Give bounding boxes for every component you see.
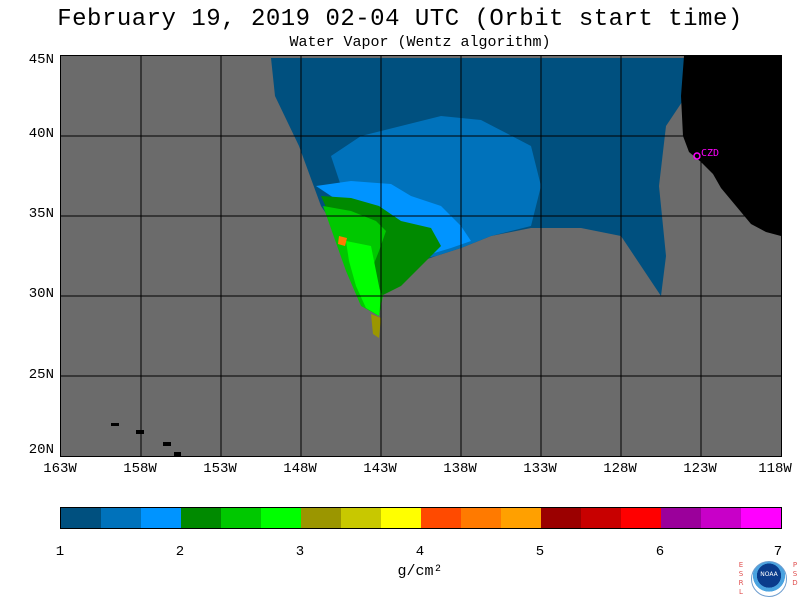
color-scale-segment [261, 508, 301, 528]
lon-label-153w: 153W [203, 461, 237, 477]
color-scale-segment [461, 508, 501, 528]
island-4 [174, 452, 181, 456]
swath-bright-green [346, 241, 381, 316]
color-scale-segment [301, 508, 341, 528]
scale-label-4: 4 [415, 544, 425, 560]
scale-label-7: 7 [773, 544, 783, 560]
color-scale-segment [221, 508, 261, 528]
lon-label-133w: 133W [523, 461, 557, 477]
scale-label-3: 3 [295, 544, 305, 560]
color-scale-segment [621, 508, 661, 528]
island-2 [136, 430, 144, 434]
land-north-america [681, 56, 781, 236]
noaa-logo: E S R L NOAA P S D [737, 559, 799, 599]
map-title: February 19, 2019 02-04 UTC (Orbit start… [57, 6, 743, 33]
color-scale-segment [141, 508, 181, 528]
unit-label: g/cm² [397, 563, 443, 580]
scale-label-1: 1 [55, 544, 65, 560]
lat-label-45n: 45N [28, 52, 54, 68]
color-scale-segment [661, 508, 701, 528]
lat-label-35n: 35N [28, 206, 54, 222]
noaa-emblem: NOAA [751, 561, 787, 597]
scale-label-5: 5 [535, 544, 545, 560]
color-scale-segment [501, 508, 541, 528]
color-scale-segment [701, 508, 741, 528]
logo-psd-letters: P S D [792, 561, 798, 587]
color-scale-segment [541, 508, 581, 528]
color-scale-segment [61, 508, 101, 528]
color-scale-bar [60, 507, 782, 529]
lon-label-123w: 123W [683, 461, 717, 477]
color-scale-segment [181, 508, 221, 528]
lon-label-163w: 163W [43, 461, 77, 477]
lon-label-158w: 158W [123, 461, 157, 477]
island-1 [111, 423, 119, 426]
lat-label-20n: 20N [28, 442, 54, 458]
island-3 [163, 442, 171, 446]
scale-label-2: 2 [175, 544, 185, 560]
color-scale-segment [741, 508, 781, 528]
station-label: CZD [701, 148, 719, 159]
lon-label-138w: 138W [443, 461, 477, 477]
water-vapor-map: CZD [60, 55, 782, 457]
lat-label-25n: 25N [28, 367, 54, 383]
map-canvas: CZD [61, 56, 781, 456]
color-scale-segment [421, 508, 461, 528]
color-scale-segment [101, 508, 141, 528]
scale-label-6: 6 [655, 544, 665, 560]
lon-label-148w: 148W [283, 461, 317, 477]
logo-esrl-letters: E S R L [738, 561, 744, 596]
lat-label-30n: 30N [28, 286, 54, 302]
lat-lon-grid [61, 56, 781, 456]
map-subtitle: Water Vapor (Wentz algorithm) [289, 34, 551, 51]
swath-olive [371, 314, 381, 338]
color-scale-segment [341, 508, 381, 528]
station-marker [693, 152, 701, 160]
lon-label-143w: 143W [363, 461, 397, 477]
lon-label-128w: 128W [603, 461, 637, 477]
swath-orange-spot [338, 236, 347, 246]
color-scale-segment [381, 508, 421, 528]
color-scale-segment [581, 508, 621, 528]
lon-label-118w: 118W [758, 461, 792, 477]
lat-label-40n: 40N [28, 126, 54, 142]
